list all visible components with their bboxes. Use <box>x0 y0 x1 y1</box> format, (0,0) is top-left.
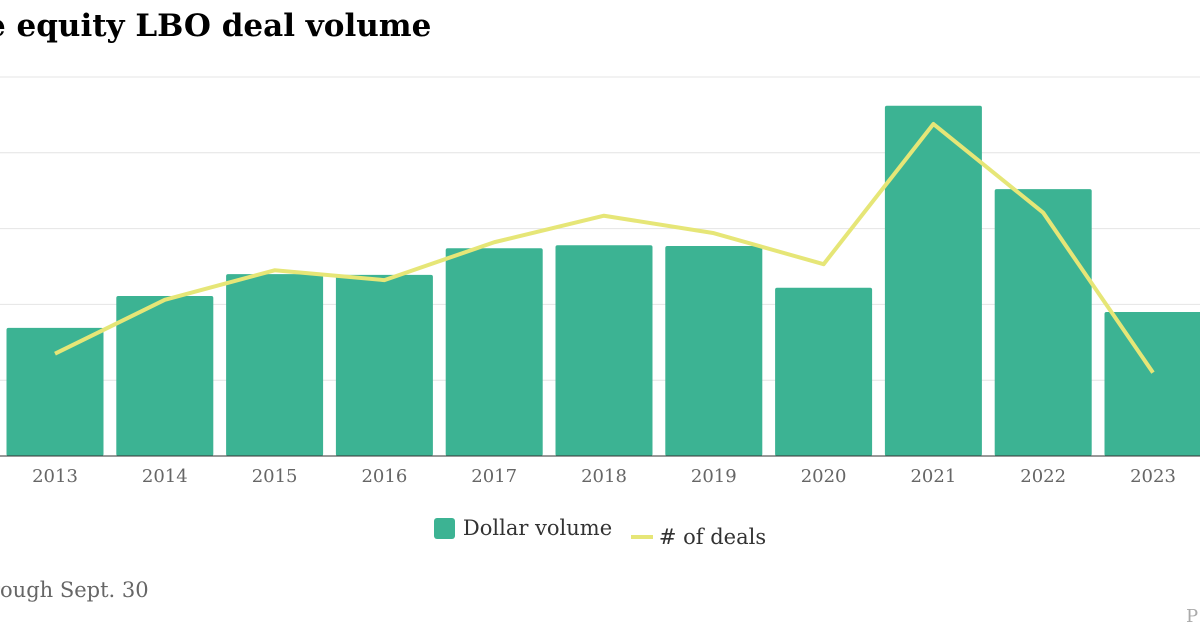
x-tick-label: 2023 <box>1130 466 1176 487</box>
legend: Dollar volume # of deals <box>0 516 1200 549</box>
chart-title: e equity LBO deal volume <box>0 8 432 44</box>
x-tick-label: 2017 <box>471 466 517 487</box>
bar-2013 <box>6 327 104 456</box>
bar-2016 <box>335 274 433 456</box>
x-tick-label: 2022 <box>1020 466 1066 487</box>
x-tick-label: 2019 <box>691 466 737 487</box>
bar-2022 <box>994 189 1092 456</box>
chart: 2013 2014 2015 2016 2017 2018 2019 2020 2021 2022… <box>0 76 1200 487</box>
bar-2015 <box>226 274 324 456</box>
x-tick-label: 2020 <box>801 466 847 487</box>
legend-item-dollar-volume: Dollar volume <box>433 516 613 540</box>
bar-2021 <box>884 105 982 456</box>
legend-swatch-line <box>630 534 653 539</box>
legend-label: Dollar volume <box>462 516 613 540</box>
footnote: rough Sept. 30 <box>0 578 149 602</box>
bar-2018 <box>555 245 653 456</box>
bar-2019 <box>665 246 763 456</box>
x-tick-label: 2013 <box>32 466 78 487</box>
legend-swatch-bar <box>433 517 455 539</box>
legend-item-deals: # of deals <box>630 524 767 549</box>
legend-label: # of deals <box>658 524 767 549</box>
bar-2017 <box>445 248 543 456</box>
x-tick-label: 2018 <box>581 466 627 487</box>
x-tick-label: 2014 <box>142 466 188 487</box>
x-tick-label: 2015 <box>252 466 298 487</box>
x-tick-label: 2016 <box>361 466 407 487</box>
bar-2014 <box>116 296 214 456</box>
bar-2023 <box>1104 311 1200 456</box>
x-tick-label: 2021 <box>910 466 956 487</box>
bar-2020 <box>775 287 873 456</box>
source-credit: P <box>1186 606 1199 627</box>
